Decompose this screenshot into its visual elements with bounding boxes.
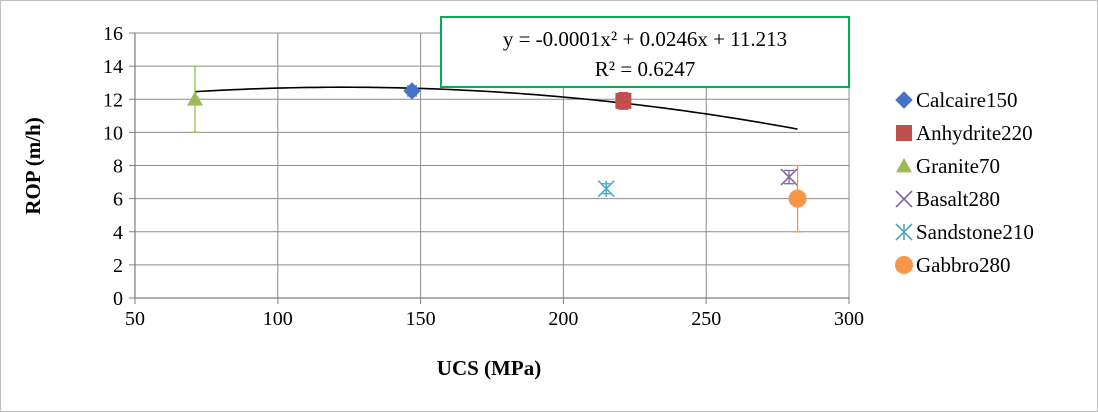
trendline-r-squared: R² = 0.6247 [595,57,695,81]
tick-labels: 0 2 4 6 8 10 12 14 16 50 100 150 200 250 300 [103,23,864,330]
x-tick-label: 200 [548,308,578,330]
point-granite70 [186,91,203,106]
x-tick-label: 300 [834,308,864,330]
legend-marker [895,190,913,208]
legend-label: Granite70 [916,154,1000,178]
y-axis-title: ROP (m/h) [21,117,45,214]
marker-stroke [780,168,798,186]
y-tick-label: 14 [103,56,123,78]
legend-label: Gabbro280 [916,253,1010,277]
polynomial-trendline [194,86,798,130]
y-tick-label: 16 [103,23,123,45]
marker-stroke [895,190,913,208]
axes [129,32,850,304]
legend-item-gabbro280: Gabbro280 [895,253,1010,277]
legend-label: Calcaire150 [916,88,1017,112]
y-tick-label: 4 [113,222,123,244]
legend-label: Basalt280 [916,187,1000,211]
legend-label: Sandstone210 [916,220,1034,244]
legend-item-sandstone210: Sandstone210 [895,220,1034,244]
point-gabbro280 [788,189,807,208]
data-points [186,82,807,208]
legend-item-basalt280: Basalt280 [895,187,1000,211]
legend-item-granite70: Granite70 [896,154,1000,178]
point-calcaire150 [403,82,421,100]
legend-marker [896,158,912,173]
y-tick-label: 8 [113,156,123,178]
point-anhydrite220 [615,92,632,109]
x-tick-label: 100 [263,308,293,330]
y-tick-label: 0 [113,288,123,310]
x-axis-title: UCS (MPa) [437,356,541,380]
equation-box-border [440,16,850,88]
legend-item-calcaire150: Calcaire150 [895,88,1017,112]
x-tick-label: 50 [125,308,145,330]
legend-marker [895,223,913,241]
point-sandstone210 [597,180,615,198]
trendline-equation: y = -0.0001x² + 0.0246x + 11.213 [503,27,787,51]
y-tick-label: 6 [113,189,123,211]
y-tick-label: 2 [113,255,123,277]
y-tick-label: 12 [103,89,123,111]
error-bars [189,65,803,233]
legend-marker [895,91,913,109]
legend-label: Anhydrite220 [916,121,1033,145]
trendline-group [194,86,798,130]
x-tick-label: 250 [691,308,721,330]
x-tick-label: 150 [406,308,436,330]
legend-item-anhydrite220: Anhydrite220 [896,121,1033,145]
legend-marker [896,125,912,141]
trendline-equation-box: y = -0.0001x² + 0.0246x + 11.213 R² = 0.… [440,16,850,88]
point-basalt280 [780,168,798,186]
legend: Calcaire150 Anhydrite220 Granite70 Basalt28… [895,88,1034,277]
legend-marker [895,256,913,274]
y-tick-label: 10 [103,122,123,144]
